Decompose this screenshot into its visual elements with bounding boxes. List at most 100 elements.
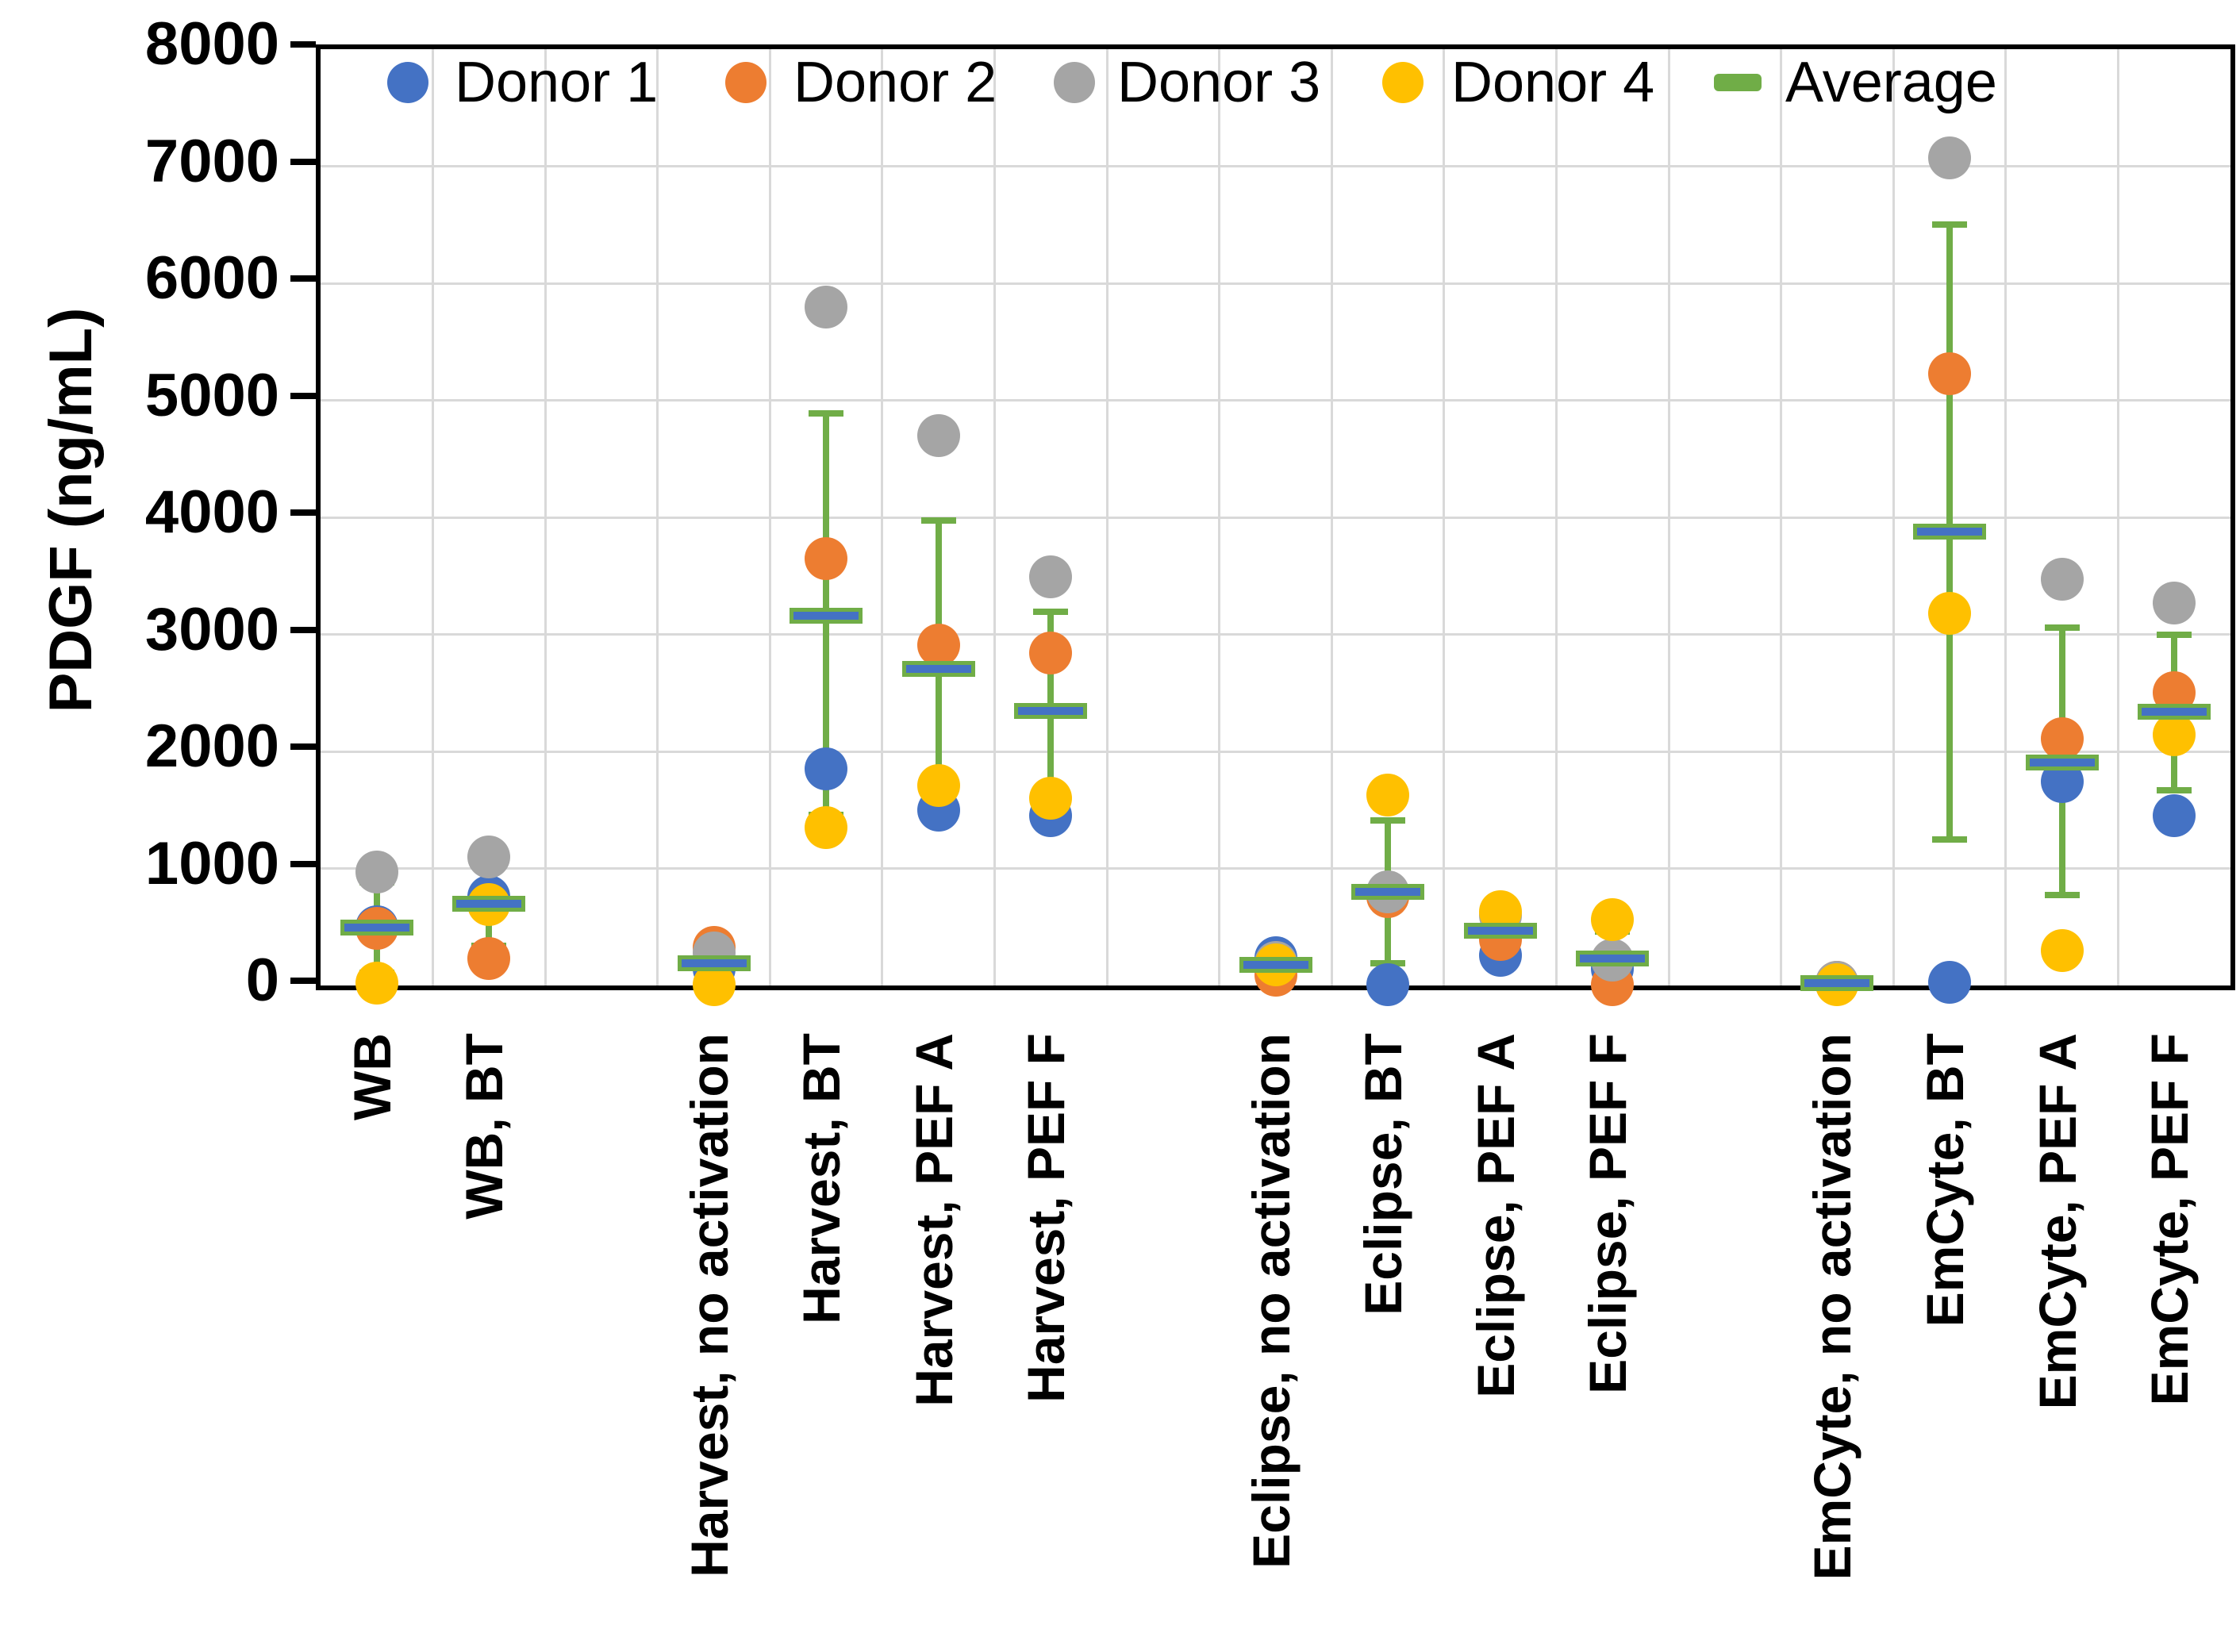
data-point-donor-3 bbox=[1029, 555, 1073, 599]
legend-label-average: Average bbox=[1785, 51, 1997, 114]
y-tick-label-6000: 6000 bbox=[144, 244, 279, 312]
data-point-donor-3 bbox=[2040, 558, 2084, 601]
legend-circle-icon bbox=[387, 62, 428, 103]
average-marker bbox=[790, 607, 863, 624]
horizontal-gridline bbox=[321, 516, 2230, 519]
y-tick-mark bbox=[290, 392, 316, 399]
data-point-donor-2 bbox=[805, 536, 848, 580]
average-marker bbox=[340, 919, 413, 935]
category-label-emcyte-bt: EmCyte, BT bbox=[1915, 1033, 1975, 1327]
error-bar-cap bbox=[809, 409, 844, 417]
data-point-donor-2 bbox=[1928, 352, 1972, 395]
y-tick-mark bbox=[290, 41, 316, 48]
category-label-emcyte-no-activation: EmCyte, no activation bbox=[1803, 1033, 1862, 1581]
y-tick-label-2000: 2000 bbox=[144, 713, 279, 780]
data-point-donor-3 bbox=[1928, 136, 1972, 180]
legend-label-donor-4: Donor 4 bbox=[1451, 51, 1655, 114]
legend-label-donor-3: Donor 3 bbox=[1117, 51, 1321, 114]
data-point-donor-1 bbox=[1366, 962, 1410, 1006]
error-bar-cap bbox=[2044, 624, 2080, 631]
data-point-donor-2 bbox=[467, 937, 511, 981]
y-tick-mark bbox=[290, 275, 316, 282]
y-tick-label-7000: 7000 bbox=[144, 127, 279, 195]
data-point-donor-4 bbox=[916, 763, 960, 807]
y-tick-mark bbox=[290, 978, 316, 984]
error-bar-cap bbox=[2157, 631, 2192, 638]
average-marker bbox=[677, 955, 751, 971]
y-tick-label-1000: 1000 bbox=[144, 829, 279, 897]
category-label-harvest-bt: Harvest, BT bbox=[792, 1033, 851, 1324]
average-marker bbox=[2025, 755, 2099, 770]
error-bar-cap bbox=[2157, 786, 2192, 793]
category-label-wb: WB bbox=[342, 1033, 402, 1120]
category-label-harvest-pef-a: Harvest, PEF A bbox=[904, 1033, 963, 1407]
horizontal-gridline bbox=[321, 165, 2230, 167]
average-marker bbox=[1351, 884, 1425, 900]
error-bar-cap bbox=[1370, 817, 1406, 824]
category-label-eclipse-pef-f: Eclipse, PEF F bbox=[1578, 1033, 1638, 1394]
category-label-harvest-no-activation: Harvest, no activation bbox=[679, 1033, 739, 1577]
horizontal-gridline bbox=[321, 633, 2230, 636]
error-bar-cap bbox=[2044, 892, 2080, 899]
horizontal-gridline bbox=[321, 750, 2230, 753]
data-point-donor-3 bbox=[355, 850, 398, 893]
data-point-donor-2 bbox=[1029, 632, 1073, 675]
y-tick-label-4000: 4000 bbox=[144, 478, 279, 546]
data-point-donor-4 bbox=[1366, 773, 1410, 816]
y-tick-mark bbox=[290, 509, 316, 516]
plot-area bbox=[316, 44, 2235, 1007]
data-point-donor-2 bbox=[916, 623, 960, 667]
data-point-donor-4 bbox=[1591, 898, 1635, 942]
average-marker bbox=[1463, 922, 1537, 939]
average-marker bbox=[901, 661, 975, 677]
category-label-eclipse-pef-a: Eclipse, PEF A bbox=[1466, 1033, 1525, 1398]
category-label-eclipse-no-activation: Eclipse, no activation bbox=[1241, 1033, 1301, 1569]
data-point-donor-4 bbox=[805, 805, 848, 849]
data-point-donor-4 bbox=[2153, 713, 2196, 757]
y-tick-label-8000: 8000 bbox=[144, 10, 279, 78]
average-marker bbox=[1913, 523, 1987, 540]
legend-circle-icon bbox=[1054, 62, 1095, 103]
legend-circle-icon bbox=[725, 62, 767, 103]
legend-label-donor-1: Donor 1 bbox=[455, 51, 659, 114]
error-bar-cap bbox=[1932, 836, 1968, 843]
category-label-emcyte-pef-f: EmCyte, PEF F bbox=[2140, 1033, 2200, 1406]
legend-label-donor-2: Donor 2 bbox=[793, 51, 997, 114]
y-tick-mark bbox=[290, 158, 316, 165]
average-marker bbox=[1014, 703, 1088, 720]
average-marker bbox=[1800, 974, 1874, 991]
average-marker bbox=[452, 896, 526, 912]
data-point-donor-3 bbox=[916, 413, 960, 457]
data-point-donor-1 bbox=[1928, 960, 1972, 1004]
category-label-eclipse-bt: Eclipse, BT bbox=[1354, 1033, 1413, 1316]
category-label-harvest-pef-f: Harvest, PEF F bbox=[1016, 1033, 1076, 1403]
legend-circle-icon bbox=[1382, 62, 1424, 103]
data-point-donor-4 bbox=[1029, 777, 1073, 820]
y-tick-label-5000: 5000 bbox=[144, 361, 279, 429]
data-point-donor-1 bbox=[2153, 794, 2196, 838]
y-tick-label-3000: 3000 bbox=[144, 595, 279, 663]
data-point-donor-2 bbox=[2040, 717, 2084, 760]
data-point-donor-4 bbox=[1928, 591, 1972, 635]
horizontal-gridline bbox=[321, 282, 2230, 285]
error-bar-cap bbox=[920, 517, 956, 524]
average-marker bbox=[1239, 957, 1312, 974]
data-point-donor-4 bbox=[355, 962, 398, 1005]
data-point-donor-4 bbox=[2040, 928, 2084, 972]
category-label-emcyte-pef-a: EmCyte, PEF A bbox=[2027, 1033, 2087, 1410]
data-point-donor-3 bbox=[805, 285, 848, 328]
y-tick-mark bbox=[290, 743, 316, 750]
average-marker bbox=[1576, 951, 1650, 967]
error-bar-cap bbox=[1033, 609, 1069, 616]
data-point-donor-1 bbox=[805, 747, 848, 791]
y-tick-label-0: 0 bbox=[245, 947, 279, 1014]
horizontal-gridline bbox=[321, 399, 2230, 401]
horizontal-gridline bbox=[321, 867, 2230, 870]
data-point-donor-3 bbox=[467, 835, 511, 878]
y-tick-mark bbox=[290, 626, 316, 633]
legend-dash-icon bbox=[1714, 74, 1762, 91]
error-bar-cap bbox=[1932, 221, 1968, 229]
data-point-donor-3 bbox=[2153, 581, 2196, 624]
category-label-wb-bt: WB, BT bbox=[455, 1033, 514, 1220]
